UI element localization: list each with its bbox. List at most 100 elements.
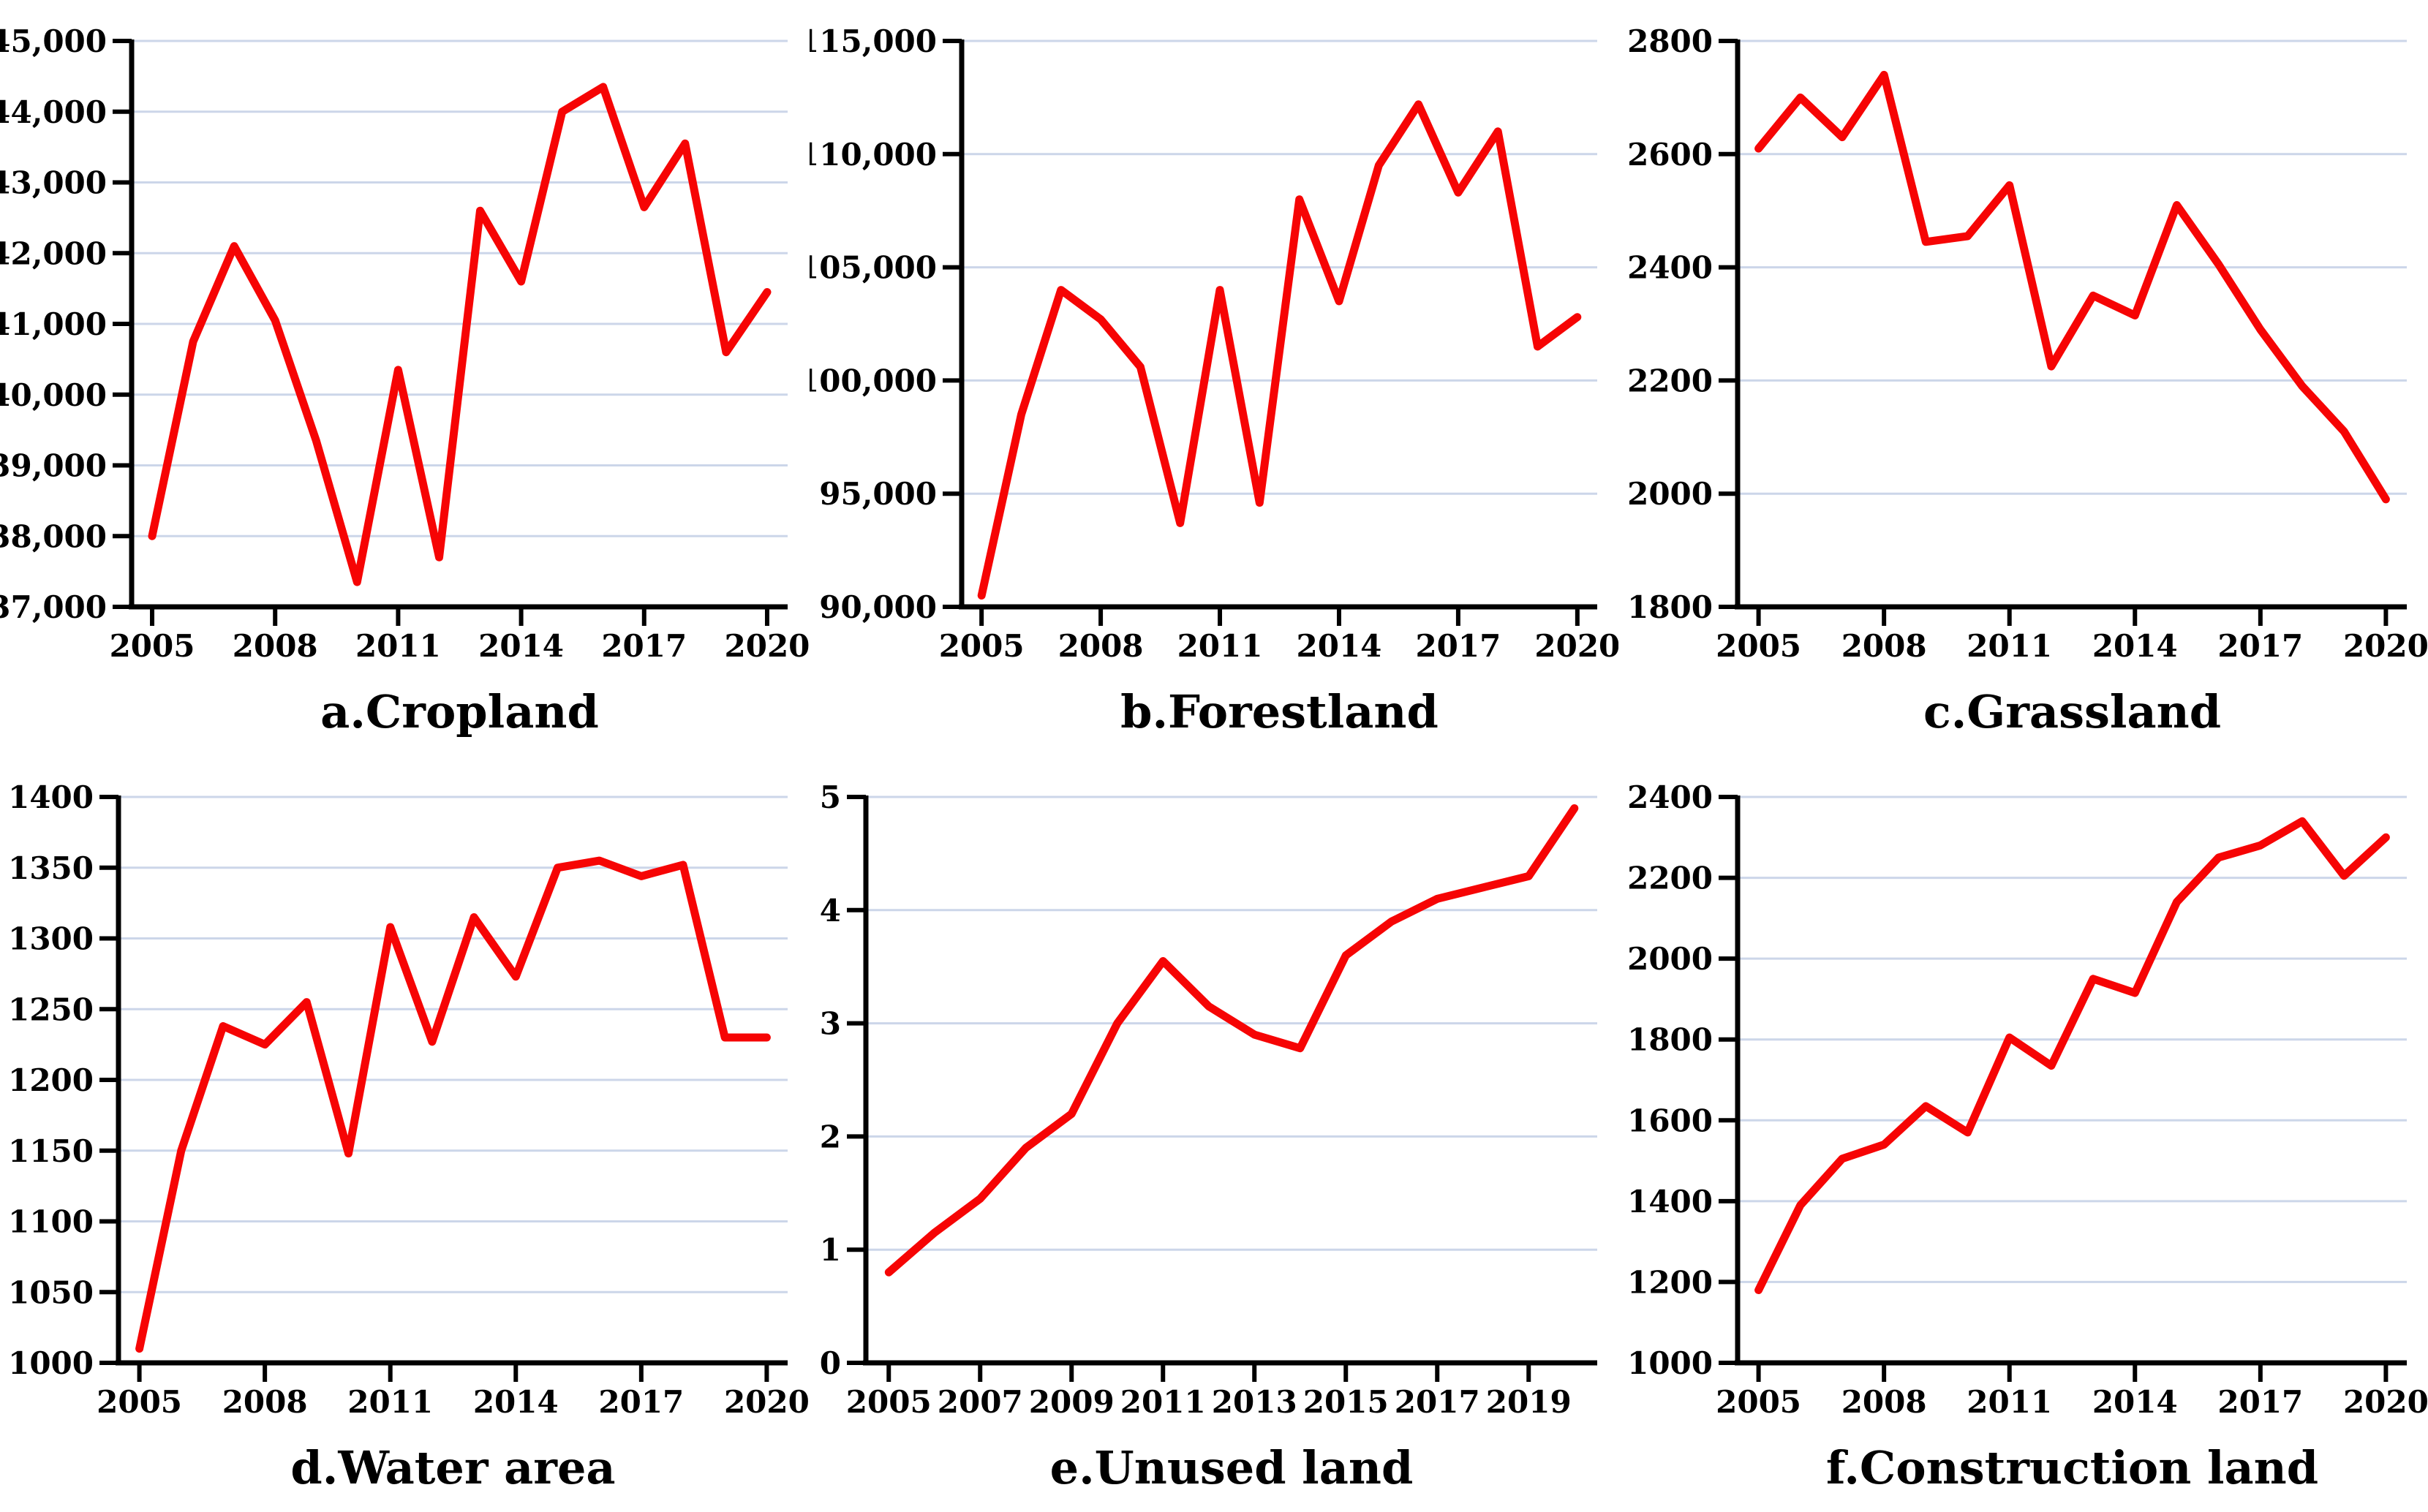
- chart-caption: f.Construction land: [1826, 1441, 2318, 1494]
- chart-caption: a.Cropland: [321, 685, 600, 738]
- x-tick-label: 2014: [478, 628, 564, 664]
- x-tick-label: 2017: [1395, 1384, 1480, 1420]
- x-tick-label: 2007: [938, 1384, 1023, 1420]
- data-line: [1754, 70, 2390, 504]
- y-tick-label: 100,000: [810, 363, 937, 398]
- x-tick-label: 2011: [348, 1384, 434, 1420]
- y-tick-label: 2600: [1627, 137, 1713, 173]
- data-line: [884, 804, 1579, 1277]
- chart-caption: c.Grassland: [1923, 685, 2221, 738]
- y-tick-label: 2: [820, 1119, 841, 1154]
- x-tick-label: 2005: [110, 628, 195, 664]
- chart-caption: e.Unused land: [1050, 1441, 1414, 1494]
- y-tick-label: 1350: [8, 850, 94, 886]
- x-tick-label: 2020: [1534, 628, 1618, 664]
- y-tick-label: 1600: [1627, 1103, 1713, 1138]
- y-tick-label: 1800: [1627, 589, 1713, 625]
- x-tick-label: 2014: [2092, 628, 2177, 664]
- construction-land-line-chart: 1000 1200 1400 1600 1800 2000 2200 2400 2005 2008…: [1627, 779, 2428, 1494]
- chart-caption: b.Forestland: [1120, 685, 1439, 738]
- y-tick-label: 5: [820, 779, 841, 815]
- x-tick-label: 2008: [1058, 628, 1144, 664]
- y-tick-label: 40,000: [0, 377, 107, 413]
- y-tick-label: 95,000: [819, 476, 937, 512]
- x-tick-label: 2005: [1716, 1384, 1801, 1420]
- x-tick-label: 2017: [1415, 628, 1501, 664]
- x-tick-label: 2011: [1177, 628, 1263, 664]
- grassland-line-chart: 1800 2000 2200 2400 2600 2800 2005 2008 2011 2014…: [1627, 23, 2428, 738]
- y-tick-label: 44,000: [0, 94, 107, 130]
- x-tick-label: 2008: [233, 628, 318, 664]
- y-tick-label: 1100: [8, 1204, 94, 1240]
- y-tick-label: 39,000: [0, 448, 107, 484]
- chart-panel-forestland: 90,000 95,000 100,000 105,000 110,000 115,000…: [810, 0, 1619, 756]
- data-line: [1754, 817, 2390, 1294]
- y-tick-label: 2400: [1627, 779, 1713, 815]
- x-tick-label: 2011: [1967, 628, 2052, 664]
- y-tick-label: 1150: [8, 1133, 94, 1169]
- x-tick-label: 2017: [599, 1384, 685, 1420]
- x-tick-label: 2008: [222, 1384, 308, 1420]
- cropland-line-chart: 37,000 38,000 39,000 40,000 41,000 42,000 43,0…: [0, 23, 809, 738]
- data-line: [135, 856, 772, 1353]
- chart-panel-construction-land: 1000 1200 1400 1600 1800 2000 2200 2400 2005 2008…: [1618, 756, 2428, 1512]
- y-tick-label: 4: [820, 893, 841, 929]
- y-tick-label: 1800: [1627, 1022, 1713, 1058]
- y-tick-label: 115,000: [810, 23, 937, 59]
- x-tick-label: 2013: [1212, 1384, 1297, 1420]
- x-tick-label: 2017: [2217, 628, 2303, 664]
- y-tick-label: 1250: [8, 991, 94, 1027]
- y-tick-label: 43,000: [0, 165, 107, 201]
- data-line: [977, 100, 1582, 600]
- unused-land-line-chart: 0 1 2 3 4 5 2005 2007 2009 2011 2013 2015 2017 2019 e.…: [820, 779, 1597, 1494]
- x-tick-label: 2005: [1716, 628, 1801, 664]
- y-tick-label: 2200: [1627, 363, 1713, 398]
- x-tick-label: 2020: [724, 1384, 809, 1420]
- x-tick-label: 2011: [355, 628, 441, 664]
- x-tick-label: 2014: [2092, 1384, 2177, 1420]
- y-tick-label: 2400: [1627, 250, 1713, 286]
- water-area-line-chart: 1000 1050 1100 1150 1200 1250 1300 1350 1400 2005…: [8, 779, 809, 1494]
- y-tick-label: 45,000: [0, 23, 107, 59]
- x-tick-label: 2008: [1841, 628, 1926, 664]
- x-tick-label: 2011: [1967, 1384, 2052, 1420]
- x-tick-label: 2014: [473, 1384, 559, 1420]
- y-tick-label: 3: [820, 1006, 841, 1042]
- y-tick-label: 1300: [8, 921, 94, 957]
- x-tick-label: 2005: [846, 1384, 932, 1420]
- y-tick-label: 1400: [1627, 1184, 1713, 1220]
- forestland-line-chart: 90,000 95,000 100,000 105,000 110,000 115,000…: [810, 23, 1618, 738]
- chart-caption: d.Water area: [291, 1441, 616, 1494]
- x-tick-label: 2009: [1029, 1384, 1115, 1420]
- x-tick-label: 2014: [1297, 628, 1382, 664]
- x-tick-label: 2017: [602, 628, 687, 664]
- y-tick-label: 41,000: [0, 306, 107, 342]
- y-tick-label: 2000: [1627, 476, 1713, 512]
- y-tick-label: 1200: [1627, 1264, 1713, 1300]
- x-tick-label: 2015: [1303, 1384, 1389, 1420]
- y-tick-label: 1: [820, 1232, 841, 1268]
- x-tick-label: 2005: [97, 1384, 182, 1420]
- y-tick-label: 105,000: [810, 250, 937, 286]
- x-tick-label: 2008: [1841, 1384, 1926, 1420]
- y-tick-label: 42,000: [0, 235, 107, 271]
- y-tick-label: 38,000: [0, 518, 107, 554]
- y-tick-label: 2000: [1627, 941, 1713, 977]
- x-tick-label: 2017: [2217, 1384, 2303, 1420]
- x-tick-label: 2020: [2343, 1384, 2428, 1420]
- x-tick-label: 2005: [939, 628, 1025, 664]
- x-tick-label: 2020: [725, 628, 809, 664]
- x-tick-label: 2011: [1120, 1384, 1206, 1420]
- x-tick-label: 2020: [2343, 628, 2428, 664]
- data-line: [148, 83, 772, 586]
- y-tick-label: 110,000: [810, 137, 937, 173]
- y-tick-label: 1200: [8, 1062, 94, 1098]
- y-tick-label: 1000: [1627, 1345, 1713, 1381]
- chart-panel-grassland: 1800 2000 2200 2400 2600 2800 2005 2008 2011 2014…: [1618, 0, 2428, 756]
- x-tick-label: 2019: [1486, 1384, 1572, 1420]
- chart-panel-water-area: 1000 1050 1100 1150 1200 1250 1300 1350 1400 2005…: [0, 756, 810, 1512]
- y-tick-label: 1400: [8, 779, 94, 815]
- y-tick-label: 0: [820, 1345, 841, 1381]
- y-tick-label: 1050: [8, 1274, 94, 1310]
